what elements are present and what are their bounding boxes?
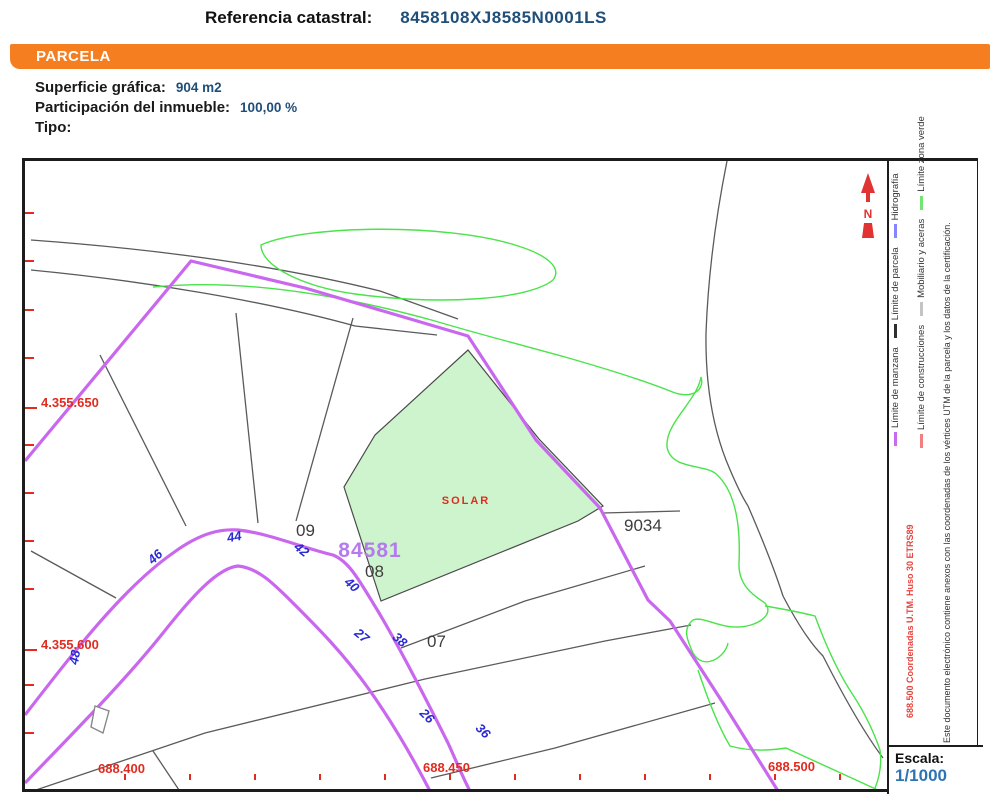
- solar-parcel-label: SOLAR: [442, 495, 491, 507]
- legend-item: Hidrografía: [890, 173, 901, 239]
- utm-tick-marks-left: [25, 212, 37, 734]
- field-label: Participación del inmueble:: [35, 99, 231, 116]
- parcel-boundary-lines: [30, 161, 884, 789]
- north-letter: N: [864, 207, 873, 221]
- parcel-number-label: 9034: [624, 516, 662, 535]
- utm-tick-marks-bottom: [124, 774, 841, 780]
- street-number: 42: [291, 538, 313, 560]
- field-value: 100,00 %: [240, 100, 298, 115]
- street-number: 26: [416, 705, 438, 727]
- reference-label: Referencia catastral:: [205, 8, 373, 27]
- legend-label: Límite de manzana: [890, 347, 901, 428]
- street-number: 40: [341, 574, 363, 596]
- utm-y-label: 4.355.650: [41, 395, 99, 410]
- header-row: Referencia catastral: 8458108XJ8585N0001L…: [205, 8, 607, 28]
- utm-x-label: 688.400: [98, 761, 145, 776]
- street-number: 27: [351, 625, 373, 647]
- map-legend-sidebar: Límite de manzana Límite de parcela Hidr…: [887, 116, 977, 745]
- legend-label: Límite zona verde: [916, 116, 927, 192]
- legend-item: Límite zona verde: [916, 116, 927, 210]
- street-number: 46: [144, 546, 166, 568]
- green-zone-lines: [152, 228, 882, 789]
- certification-disclaimer: Este documento electrónico contiene anex…: [941, 222, 952, 743]
- field-superficie: Superficie gráfica: 904 m2: [35, 78, 297, 98]
- legend-swatch-zonaverde: [920, 195, 923, 210]
- legend-item: Mobiliario y aceras: [916, 219, 927, 316]
- legend-swatch-hidrografia: [894, 224, 897, 239]
- utm-x-label: 688.500: [768, 759, 815, 774]
- field-participacion: Participación del inmueble: 100,00 %: [35, 98, 297, 118]
- field-label: Superficie gráfica:: [35, 79, 166, 96]
- parcel-number-label: 08: [365, 562, 384, 581]
- legend-swatch-construcciones: [920, 434, 923, 448]
- scale-box: Escala: 1/1000: [887, 745, 983, 794]
- legend-item: Límite de construcciones: [916, 325, 927, 448]
- utm-x-label: 688.450: [423, 760, 470, 775]
- field-tipo: Tipo:: [35, 118, 297, 138]
- legend-item: Límite de parcela: [890, 247, 901, 339]
- utm-y-label: 4.355.600: [41, 637, 99, 652]
- legend-label: Límite de parcela: [890, 247, 901, 321]
- scale-label: Escala:: [895, 750, 945, 766]
- legend-line-2: Límite de construcciones Mobiliario y ac…: [915, 116, 928, 448]
- legend-line-1: Límite de manzana Límite de parcela Hidr…: [889, 173, 902, 446]
- building-outline: [90, 705, 110, 735]
- parcel-number-label: 07: [427, 632, 446, 651]
- parcela-section-banner: PARCELA: [10, 44, 990, 69]
- street-number: 44: [225, 528, 244, 546]
- legend-item: Límite de manzana: [890, 347, 901, 446]
- legend-label: Límite de construcciones: [916, 324, 927, 430]
- utm-coords-note: 688.500 Coordenadas U.TM. Huso 30 ETRS89: [904, 524, 915, 718]
- scale-value: 1/1000: [895, 766, 947, 785]
- parcel-number-label: 09: [296, 521, 315, 540]
- field-label: Tipo:: [35, 119, 72, 136]
- section-title: PARCELA: [36, 48, 111, 65]
- street-limit-lines: [25, 259, 779, 789]
- street-number: 38: [390, 629, 411, 650]
- street-number: 36: [473, 720, 494, 741]
- legend-label: Hidrografía: [890, 173, 901, 221]
- legend-swatch-mobiliario: [920, 301, 923, 316]
- block-number-label: 84581: [338, 539, 401, 562]
- parcel-map: 4.355.650 4.355.600 688.400 688.450 688.…: [25, 161, 884, 789]
- legend-swatch-manzana: [894, 432, 897, 446]
- street-number: 48: [66, 648, 84, 667]
- legend-label: Mobiliario y aceras: [916, 218, 927, 298]
- field-value: 904 m2: [175, 80, 222, 95]
- cadastral-map-figure: 4.355.650 4.355.600 688.400 688.450 688.…: [22, 116, 983, 794]
- solar-parcel-polygon: [343, 349, 604, 602]
- north-arrow-icon: N: [861, 173, 875, 238]
- parcel-fields: Superficie gráfica: 904 m2 Participación …: [35, 78, 297, 138]
- legend-swatch-parcela: [894, 324, 897, 339]
- reference-value: 8458108XJ8585N0001LS: [400, 8, 607, 27]
